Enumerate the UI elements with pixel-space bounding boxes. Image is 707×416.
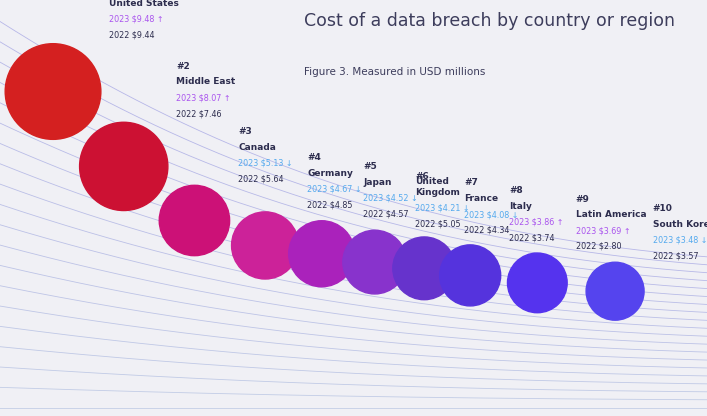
Ellipse shape <box>159 185 230 256</box>
Text: 2022 $4.85: 2022 $4.85 <box>307 201 353 210</box>
Text: South Korea: South Korea <box>653 220 707 228</box>
Text: 2023 $3.48 ↓: 2023 $3.48 ↓ <box>653 235 707 244</box>
Text: 2022 $3.57: 2022 $3.57 <box>653 251 699 260</box>
Text: 2022 $3.74: 2022 $3.74 <box>509 234 555 243</box>
Text: 2022 $7.46: 2022 $7.46 <box>176 109 222 118</box>
Text: 2023 $5.13 ↓: 2023 $5.13 ↓ <box>238 158 293 167</box>
Text: Middle East: Middle East <box>176 77 235 87</box>
Text: 2022 $4.57: 2022 $4.57 <box>363 210 409 219</box>
Text: 2022 $4.34: 2022 $4.34 <box>464 226 510 235</box>
Text: 2022 $5.64: 2022 $5.64 <box>238 174 284 183</box>
Text: 2022 $5.05: 2022 $5.05 <box>415 219 461 228</box>
Text: #9: #9 <box>575 195 590 203</box>
Text: United States: United States <box>110 0 179 8</box>
Ellipse shape <box>80 122 168 210</box>
Ellipse shape <box>508 253 567 313</box>
Text: #5: #5 <box>363 162 377 171</box>
Ellipse shape <box>586 262 644 320</box>
Text: Canada: Canada <box>238 143 276 151</box>
Text: 2022 $2.80: 2022 $2.80 <box>575 242 621 251</box>
Text: Italy: Italy <box>509 202 532 211</box>
Text: #4: #4 <box>307 154 321 162</box>
Ellipse shape <box>440 245 501 306</box>
Text: #8: #8 <box>509 186 523 196</box>
Text: Japan: Japan <box>363 178 392 187</box>
Text: Cost of a data breach by country or region: Cost of a data breach by country or regi… <box>304 12 675 30</box>
Text: #3: #3 <box>238 127 252 136</box>
Text: 2023 $4.52 ↓: 2023 $4.52 ↓ <box>363 194 418 203</box>
Text: 2023 $8.07 ↑: 2023 $8.07 ↑ <box>176 93 231 102</box>
Ellipse shape <box>288 221 355 287</box>
Text: Germany: Germany <box>307 169 353 178</box>
Text: #10: #10 <box>653 204 672 213</box>
Text: #6: #6 <box>415 172 429 181</box>
Text: 2023 $3.86 ↑: 2023 $3.86 ↑ <box>509 218 563 227</box>
Text: 2022 $9.44: 2022 $9.44 <box>110 30 155 40</box>
Text: #7: #7 <box>464 178 478 188</box>
Text: 2023 $4.08 ↓: 2023 $4.08 ↓ <box>464 210 518 219</box>
Ellipse shape <box>5 44 101 139</box>
Text: Figure 3. Measured in USD millions: Figure 3. Measured in USD millions <box>304 67 486 77</box>
Text: 2023 $9.48 ↑: 2023 $9.48 ↑ <box>110 15 164 24</box>
Ellipse shape <box>232 212 298 279</box>
Ellipse shape <box>343 230 407 294</box>
Text: 2023 $4.21 ↓: 2023 $4.21 ↓ <box>415 203 469 212</box>
Text: 2023 $3.69 ↑: 2023 $3.69 ↑ <box>575 226 630 235</box>
Text: 2023 $4.67 ↓: 2023 $4.67 ↓ <box>307 185 362 194</box>
Text: France: France <box>464 194 498 203</box>
Text: United
Kingdom: United Kingdom <box>415 177 460 196</box>
Text: Latin America: Latin America <box>575 210 646 219</box>
Ellipse shape <box>393 237 455 300</box>
Text: #2: #2 <box>176 62 190 71</box>
